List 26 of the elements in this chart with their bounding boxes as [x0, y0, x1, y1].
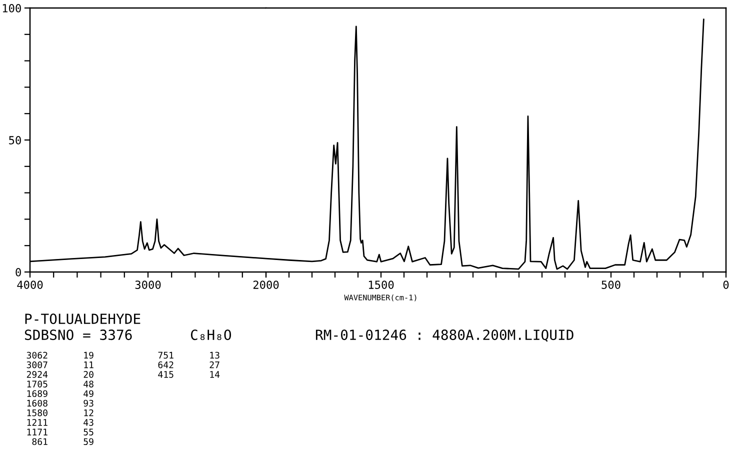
text: 642 27: [158, 361, 220, 368]
text: 415 14: [158, 371, 220, 378]
text: 1705 48: [27, 380, 94, 388]
text: 1689 49: [27, 390, 94, 398]
text: 1608 93: [27, 400, 94, 407]
text: RM-01-01246 : 4880A.200M.LIQUID: [316, 330, 574, 342]
x-tick-label: 2000: [253, 280, 279, 289]
text: 751 13: [158, 352, 220, 359]
x-tick-label: 0: [723, 280, 729, 289]
x-tick-label: 4000: [17, 280, 43, 289]
text: 861 59: [32, 438, 94, 446]
x-tick-label: 3000: [135, 280, 161, 289]
x-tick-label: 1500: [368, 280, 394, 289]
y-tick-label: 0: [16, 268, 21, 276]
text: 1211 43: [27, 419, 94, 426]
text: 1171 55: [27, 428, 94, 436]
y-tick-label: 50: [9, 136, 21, 144]
text: SDBSNO = 3376: [24, 330, 132, 340]
text: 1580 12: [27, 409, 94, 416]
text: 2924 20: [26, 371, 94, 378]
x-tick-label: 500: [602, 280, 620, 289]
text: P-TOLUALDEHYDE: [25, 314, 140, 324]
text: 3062 19: [26, 352, 94, 359]
text: C₈H₈O: [190, 330, 232, 340]
y-tick-label: 100: [2, 4, 21, 12]
text: 3007 11: [26, 361, 94, 368]
